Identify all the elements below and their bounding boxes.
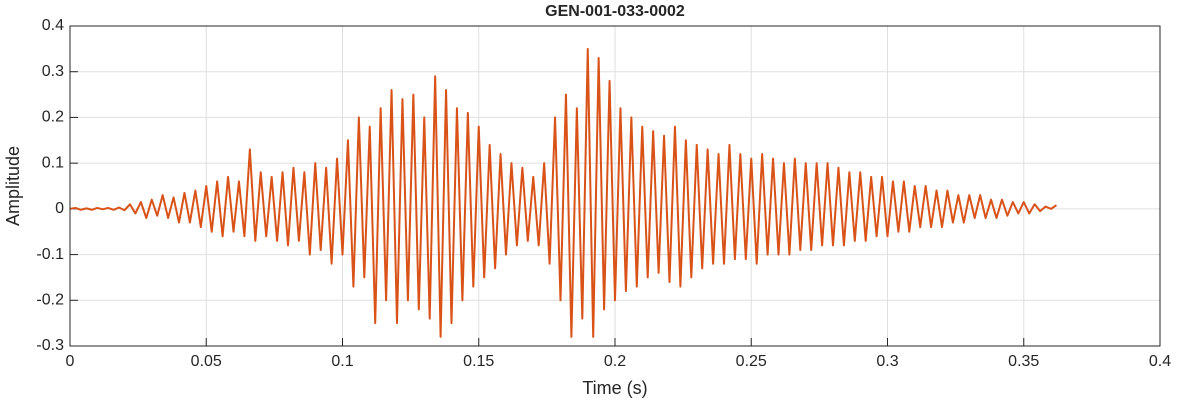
- x-axis-label: Time (s): [582, 378, 647, 398]
- x-tick-label: 0.4: [1149, 353, 1171, 370]
- y-tick-label: -0.1: [36, 246, 64, 263]
- x-tick-label: 0.25: [736, 353, 767, 370]
- y-axis-label: Amplitude: [3, 146, 23, 226]
- y-tick-label: 0: [55, 200, 64, 217]
- waveform-line: [69, 47, 1058, 338]
- y-tick-label: 0.2: [42, 109, 64, 126]
- x-tick-label: 0.1: [331, 353, 353, 370]
- y-tick-label: 0.3: [42, 63, 64, 80]
- x-tick-label: 0.05: [191, 353, 222, 370]
- x-tick-label: 0.2: [604, 353, 626, 370]
- axes-box: [69, 25, 1161, 347]
- x-tick-label: 0.35: [1008, 353, 1039, 370]
- y-tick-label: 0.4: [42, 17, 64, 34]
- chart-title: GEN-001-033-0002: [545, 3, 685, 20]
- y-tick-label: -0.2: [36, 292, 64, 309]
- x-tick-label: 0.3: [876, 353, 898, 370]
- y-tick-label: 0.1: [42, 154, 64, 171]
- x-tick-label: 0.15: [463, 353, 494, 370]
- x-tick-label: 0: [66, 353, 75, 370]
- y-tick-label: -0.3: [36, 337, 64, 354]
